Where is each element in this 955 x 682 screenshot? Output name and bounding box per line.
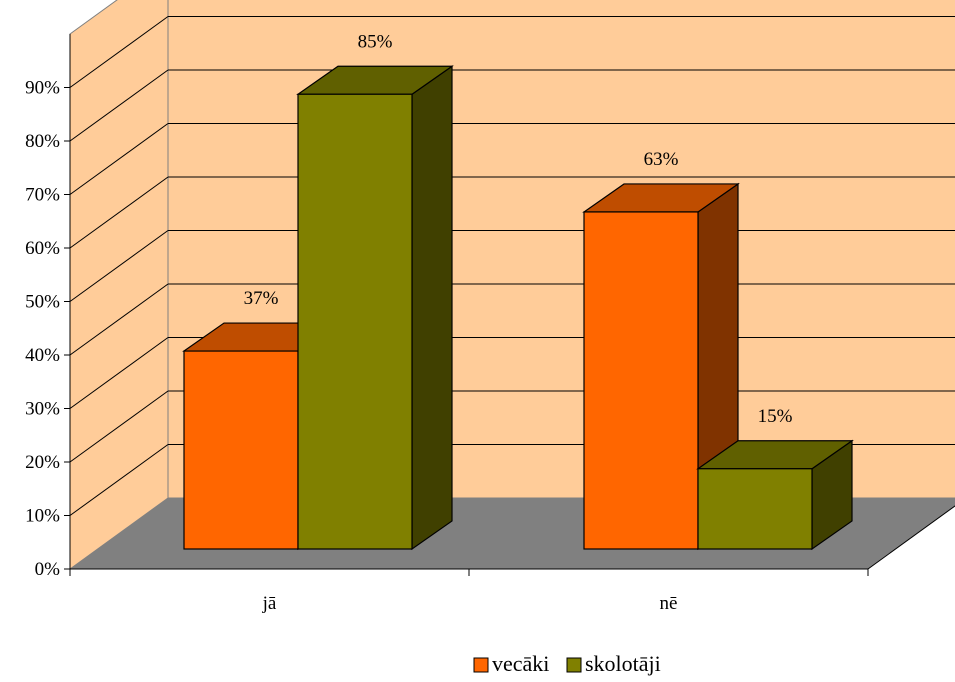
y-tick-label: 70% <box>25 185 60 206</box>
data-label: 85% <box>358 31 393 52</box>
bar-skolotāji-jā <box>296 65 454 551</box>
data-label: 63% <box>644 149 679 170</box>
y-tick-label: 80% <box>25 131 60 152</box>
gridline-side <box>69 123 169 195</box>
legend-label: skolotāji <box>585 651 661 676</box>
gridline-side <box>69 176 169 249</box>
side-wall <box>69 0 169 570</box>
gridline-side <box>69 337 169 409</box>
bar-front <box>297 93 413 550</box>
bar-skolotāji-nē <box>696 439 854 551</box>
legend-swatch <box>473 657 489 673</box>
gridline-side <box>69 390 169 463</box>
bars <box>182 65 854 551</box>
category-label: nē <box>660 593 678 614</box>
floor-edge <box>867 505 955 570</box>
y-tick-label: 10% <box>25 506 60 527</box>
category-label: jā <box>262 593 277 614</box>
bar-front <box>697 468 813 550</box>
axes <box>64 34 955 576</box>
y-tick-label: 50% <box>25 292 60 313</box>
legend-label: vecāki <box>492 651 549 676</box>
bar-front <box>183 350 299 550</box>
gridline-side <box>69 69 169 142</box>
gridline-side <box>69 283 169 356</box>
data-label: 15% <box>758 406 793 427</box>
data-label: 37% <box>244 288 279 309</box>
y-tick-label: 30% <box>25 399 60 420</box>
y-tick-label: 40% <box>25 345 60 366</box>
legend: vecāki skolotāji <box>473 651 661 676</box>
gridline-side <box>69 230 169 302</box>
gridline-side <box>69 444 169 516</box>
legend-swatch <box>566 657 582 673</box>
bar-front <box>583 211 699 550</box>
bar-side <box>411 65 453 551</box>
y-tick-label: 60% <box>25 238 60 259</box>
gridline-side <box>69 16 169 88</box>
y-tick-label: 90% <box>25 78 60 99</box>
y-tick-label: 0% <box>35 559 61 580</box>
labels: 0% 10% 20% 30% 40% 50% 60% 70% 80% 90% jā nē 37% 85% 6… <box>25 31 792 614</box>
y-tick-label: 20% <box>25 452 60 473</box>
